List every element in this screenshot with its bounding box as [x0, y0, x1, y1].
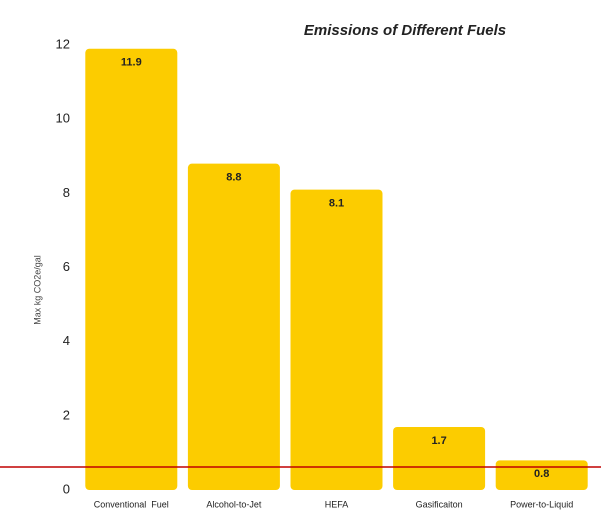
- bar: [187, 163, 280, 490]
- y-tick-label: 10: [56, 111, 70, 126]
- y-tick-label: 0: [63, 481, 70, 496]
- y-tick-label: 8: [63, 185, 70, 200]
- y-tick-label: 4: [63, 333, 70, 348]
- x-tick-label: Gasificaiton: [416, 499, 463, 509]
- x-tick-label: Conventional Fuel: [94, 499, 169, 509]
- x-tick-label: Alcohol-to-Jet: [206, 499, 262, 509]
- y-tick-label: 2: [63, 407, 70, 422]
- value-label: 8.8: [226, 172, 241, 184]
- bar: [290, 189, 383, 490]
- value-label: 0.8: [534, 468, 549, 480]
- value-label: 8.1: [329, 198, 344, 210]
- plot-area: 0 2 4 6 8 10 12 Conventional Fuel 11.9 Alcohol-to…: [56, 36, 588, 509]
- bar: [393, 426, 486, 490]
- x-tick-label: Power-to-Liquid: [510, 499, 573, 509]
- y-tick-label: 12: [56, 36, 70, 51]
- value-label: 1.7: [431, 435, 446, 447]
- y-tick-label: 6: [63, 259, 70, 274]
- x-tick-label: HEFA: [325, 499, 349, 509]
- bar: [85, 48, 178, 490]
- y-axis-label: Max kg CO2e/gal: [32, 255, 42, 325]
- chart-title: Emissions of Different Fuels: [304, 22, 506, 39]
- value-label: 11.9: [121, 57, 142, 69]
